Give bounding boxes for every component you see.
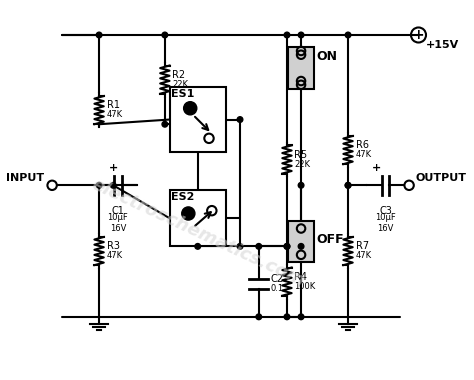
Circle shape [237,117,243,122]
Text: electroschematics.com: electroschematics.com [88,175,307,290]
Text: +: + [413,28,424,42]
Circle shape [345,32,351,38]
Text: R3: R3 [107,241,119,251]
Circle shape [256,244,262,249]
Text: R1: R1 [107,100,119,111]
Text: R5: R5 [294,150,308,160]
Text: INPUT: INPUT [7,173,45,183]
Circle shape [284,32,290,38]
Circle shape [237,244,243,249]
Text: 47K: 47K [107,110,123,119]
Circle shape [96,32,102,38]
Text: ON: ON [316,50,337,63]
Text: ES2: ES2 [172,192,195,202]
Circle shape [284,314,290,320]
Text: 10μF
16V: 10μF 16V [108,214,128,233]
Text: R2: R2 [173,70,185,80]
Text: 22K: 22K [173,80,188,89]
Circle shape [345,182,351,188]
Text: 47K: 47K [107,251,123,260]
Text: 22K: 22K [294,160,310,169]
Text: C1: C1 [111,206,124,216]
FancyBboxPatch shape [170,87,226,152]
Text: +15V: +15V [426,40,459,50]
Circle shape [96,182,102,188]
Text: R4: R4 [294,272,308,282]
Circle shape [284,244,290,249]
Circle shape [284,244,290,249]
Circle shape [183,102,197,115]
Text: +: + [109,163,118,173]
Circle shape [298,182,304,188]
FancyBboxPatch shape [288,47,314,89]
Circle shape [162,32,168,38]
Circle shape [298,32,304,38]
Text: 10μF
16V: 10μF 16V [375,214,396,233]
Text: 100K: 100K [294,282,316,291]
Circle shape [162,122,168,127]
Text: OFF: OFF [316,233,344,246]
Text: ES1: ES1 [172,89,195,98]
FancyBboxPatch shape [170,190,226,246]
Circle shape [182,207,195,220]
Text: +: + [372,163,381,173]
Text: 47K: 47K [356,251,372,260]
Text: OUTPUT: OUTPUT [416,173,467,183]
Circle shape [195,244,201,249]
Text: R6: R6 [356,140,369,150]
Circle shape [256,314,262,320]
Text: 0.1: 0.1 [270,284,283,293]
FancyBboxPatch shape [288,221,314,262]
Text: 47K: 47K [356,150,372,159]
Circle shape [298,244,304,249]
Circle shape [110,182,116,188]
Circle shape [345,182,351,188]
Text: C2: C2 [270,274,283,284]
Circle shape [298,314,304,320]
Text: R7: R7 [356,241,369,251]
Text: C3: C3 [379,206,392,216]
